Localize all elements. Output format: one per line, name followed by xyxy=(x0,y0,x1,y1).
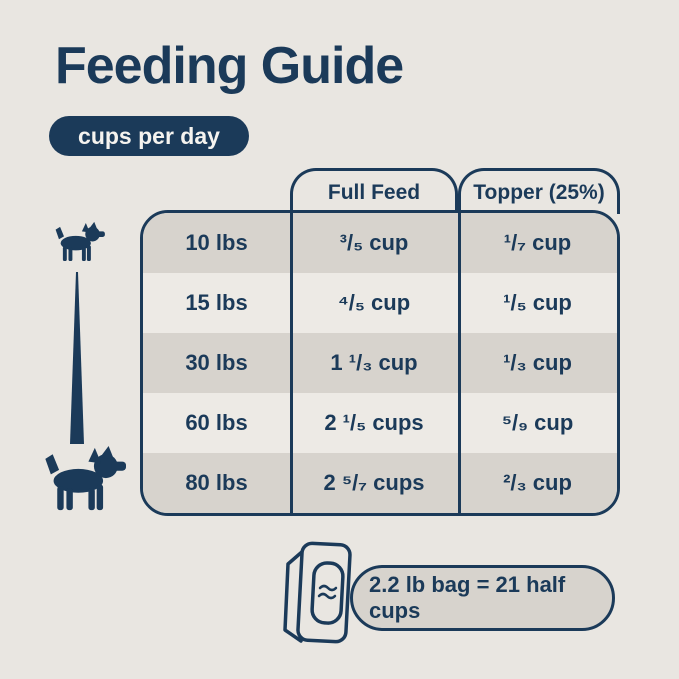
weight-cell: 80 lbs xyxy=(185,470,248,495)
column-separator xyxy=(290,213,293,513)
topper-label: Topper (25%) xyxy=(473,180,605,204)
column-header-full-feed: Full Feed xyxy=(290,168,458,214)
full-feed-cell: 1 ¹/₃ cup xyxy=(330,350,418,375)
cups-per-day-badge: cups per day xyxy=(49,116,249,156)
weight-cell: 60 lbs xyxy=(185,410,248,435)
table-row: 10 lbs ³/₅ cup ¹/₇ cup xyxy=(143,213,617,273)
column-separator xyxy=(458,213,461,513)
size-scale-wedge-icon xyxy=(70,272,84,444)
bag-size-note: 2.2 lb bag = 21 half cups xyxy=(350,565,615,631)
table-row: 80 lbs 2 ⁵/₇ cups ²/₃ cup xyxy=(143,453,617,513)
bag-size-note-text: 2.2 lb bag = 21 half cups xyxy=(369,572,566,623)
topper-cell: ²/₃ cup xyxy=(503,470,572,495)
weight-cell: 10 lbs xyxy=(185,230,248,255)
weight-cell: 30 lbs xyxy=(185,350,248,375)
large-dog-icon xyxy=(45,446,126,511)
page-title: Feeding Guide xyxy=(55,37,404,95)
full-feed-cell: ³/₅ cup xyxy=(339,230,409,255)
cups-per-day-label: cups per day xyxy=(78,122,220,149)
feeding-table-body: 10 lbs ³/₅ cup ¹/₇ cup 15 lbs ⁴/₅ cup ¹/… xyxy=(140,210,620,516)
table-row: 60 lbs 2 ¹/₅ cups ⁵/₉ cup xyxy=(143,393,617,453)
weight-cell: 15 lbs xyxy=(185,290,248,315)
topper-cell: ⁵/₉ cup xyxy=(501,410,574,435)
full-feed-cell: 2 ⁵/₇ cups xyxy=(323,470,425,495)
table-row: 15 lbs ⁴/₅ cup ¹/₅ cup xyxy=(143,273,617,333)
full-feed-cell: ⁴/₅ cup xyxy=(337,290,411,315)
full-feed-label: Full Feed xyxy=(327,180,421,204)
column-header-topper: Topper (25%) xyxy=(458,168,620,214)
feeding-table: Full Feed Topper (25%) 10 lbs ³/₅ cup ¹/… xyxy=(140,168,620,516)
full-feed-cell: 2 ¹/₅ cups xyxy=(324,410,424,435)
food-bag-icon xyxy=(283,541,352,644)
topper-cell: ¹/₃ cup xyxy=(503,350,572,375)
table-row: 30 lbs 1 ¹/₃ cup ¹/₃ cup xyxy=(143,333,617,393)
topper-cell: ¹/₇ cup xyxy=(503,230,572,255)
small-dog-icon xyxy=(55,221,105,262)
topper-cell: ¹/₅ cup xyxy=(503,290,572,315)
